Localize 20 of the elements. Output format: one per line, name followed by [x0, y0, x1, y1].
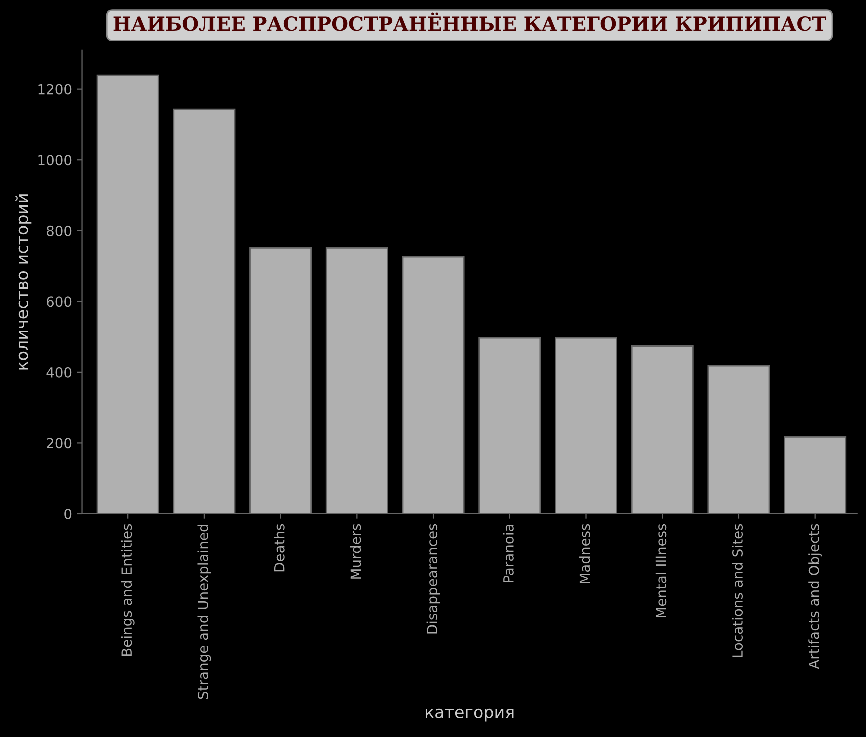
- x-tick-label: Mental Illness: [656, 524, 667, 618]
- chart-title: НАИБОЛЕЕ РАСПРОСТРАНЁННЫЕ КАТЕГОРИИ КРИПИПАСТ: [114, 12, 826, 32]
- x-axis-title: категория: [426, 708, 514, 722]
- x-tick-label: Paranoia: [503, 524, 514, 582]
- y-tick-label: 800: [46, 226, 72, 236]
- x-tick-label: Strange and Unexplained: [198, 524, 212, 700]
- x-tick-label: Locations and Sites: [732, 524, 744, 658]
- y-tick-label: 200: [47, 438, 72, 449]
- x-tick-label: Beings and Entities: [121, 524, 135, 656]
- y-tick-label: 0: [64, 508, 72, 520]
- y-tick-label: 600: [47, 296, 72, 308]
- x-tick-label: Murders: [350, 524, 362, 579]
- y-axis-title: количество историй: [16, 194, 32, 370]
- y-tick-label: 1200: [38, 84, 72, 95]
- y-tick-label: 1000: [38, 155, 72, 166]
- y-tick-label: 400: [46, 367, 72, 378]
- x-tick-label: Madness: [580, 524, 590, 584]
- x-tick-label: Disappearances: [426, 524, 440, 634]
- x-tick-label: Artifacts and Objects: [808, 524, 822, 670]
- x-tick-label: Deaths: [274, 524, 285, 572]
